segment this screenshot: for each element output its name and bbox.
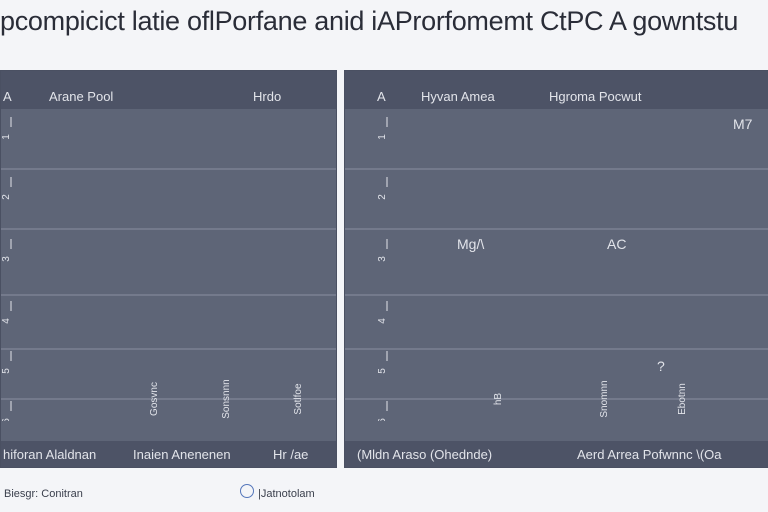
x-tick-label: Sonsnnn [221,379,232,418]
y-tick-label: 5 [377,368,388,374]
left-footer-label-2: Inaien Anenenen [133,447,231,462]
y-tick-label: 1 [1,134,12,140]
left-panel-header [1,71,336,109]
x-tick-label: Gosvnc [149,382,160,416]
right-header-label-center: Hyvan Amea [421,89,495,104]
y-tick-label: 2 [377,194,388,200]
right-panel-footer [345,441,768,467]
y-tick-label: 2 [1,194,12,200]
x-tick-label: hB [493,393,504,406]
left-chart-panel: A Arane Pool Hrdo 1 2 3 4 5 6 Gosvnc Sonsnnn Sot… [0,70,337,468]
page-footer: Biesgr: Conitran |Jatnotolam [0,476,768,512]
annotation-label: ? [657,358,665,374]
right-footer-label-2: Aerd Arrea Pofwnnc \(Oa [577,447,722,462]
x-tick-label: Ebotnn [677,383,688,415]
right-header-label-a: A [377,89,386,104]
y-tick-label: 1 [377,134,388,140]
right-header-label-right: Hgroma Pocwut [549,89,642,104]
y-tick-label: 6 [1,418,12,421]
left-header-label-center: Arane Pool [49,89,114,104]
left-header-label-right: Hrdo [253,89,282,104]
x-tick-label: Snomnn [599,380,610,417]
footer-note-text: |Jatnotolam [258,488,315,500]
y-tick-label: 4 [1,318,12,324]
right-panel-header [345,71,768,109]
right-plot-area: 1 2 3 4 5 6 hB Snomnn Ebotnn M7 Mg/\ AC? [345,116,768,421]
y-tick-label: 3 [1,256,12,262]
y-tick-label: 6 [377,418,388,421]
y-tick-label: 3 [377,256,388,262]
right-footer-label-1: (Mldn Araso (Ohednde) [357,447,493,462]
info-icon [240,484,254,498]
annotation-label: AC [607,236,626,252]
right-chart-panel: A Hyvan Amea Hgroma Pocwut 1 2 3 4 5 6 hB Snomn… [344,70,768,468]
left-panel-footer [1,441,336,467]
left-footer-label-1: hiforan Alaldnan [3,447,97,462]
y-tick-label: 5 [1,368,12,374]
y-tick-label: 4 [377,318,388,324]
annotation-label: Mg/\ [457,236,484,252]
annotation-label: M7 [733,116,753,132]
chart-title: pcompicict latie oflPorfane anid iAProrf… [0,6,739,36]
left-header-label-a: A [3,89,12,104]
left-footer-label-3: Hr /ae [273,447,309,462]
x-tick-label: Sotlfoe [293,383,304,415]
left-plot-area: 1 2 3 4 5 6 Gosvnc Sonsnnn Sotlfoe [1,117,336,421]
footer-source-text: Biesgr: Conitran [4,488,83,500]
